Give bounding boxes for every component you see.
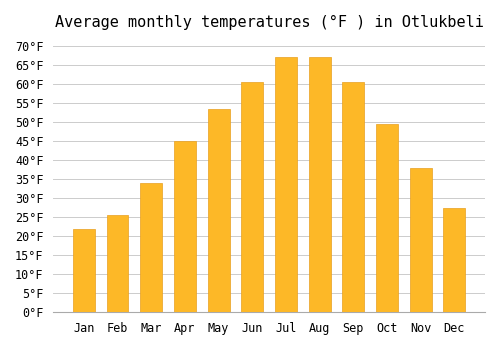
Bar [140,183,162,312]
Bar [208,108,230,312]
Bar [174,141,196,312]
Bar [308,57,330,312]
Bar [376,124,398,312]
Title: Average monthly temperatures (°F ) in Otlukbeli: Average monthly temperatures (°F ) in Ot… [54,15,484,30]
Bar [342,82,364,312]
Bar [242,82,263,312]
Bar [106,215,128,312]
Bar [275,57,297,312]
Bar [410,168,432,312]
Bar [73,229,94,312]
Bar [444,208,466,312]
